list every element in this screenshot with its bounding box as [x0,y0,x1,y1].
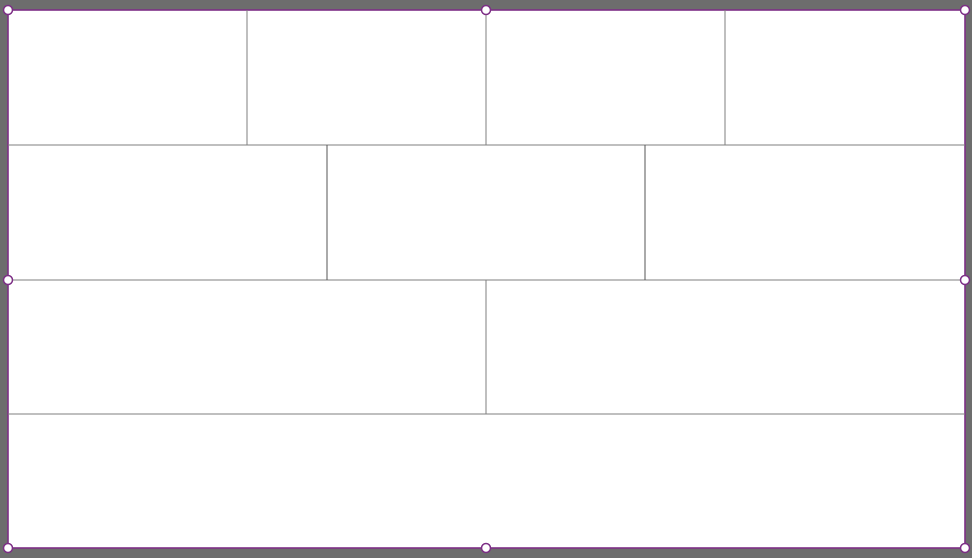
resize-handle-bottom-left[interactable] [2,542,14,554]
resize-handle-middle-left[interactable] [2,274,14,286]
resize-handle-bottom-center[interactable] [480,542,492,554]
resize-handle-bottom-right[interactable] [959,542,971,554]
resize-handle-top-left[interactable] [2,4,14,16]
resize-handle-top-center[interactable] [480,4,492,16]
resize-handle-top-right[interactable] [959,4,971,16]
resize-handle-middle-right[interactable] [959,274,971,286]
